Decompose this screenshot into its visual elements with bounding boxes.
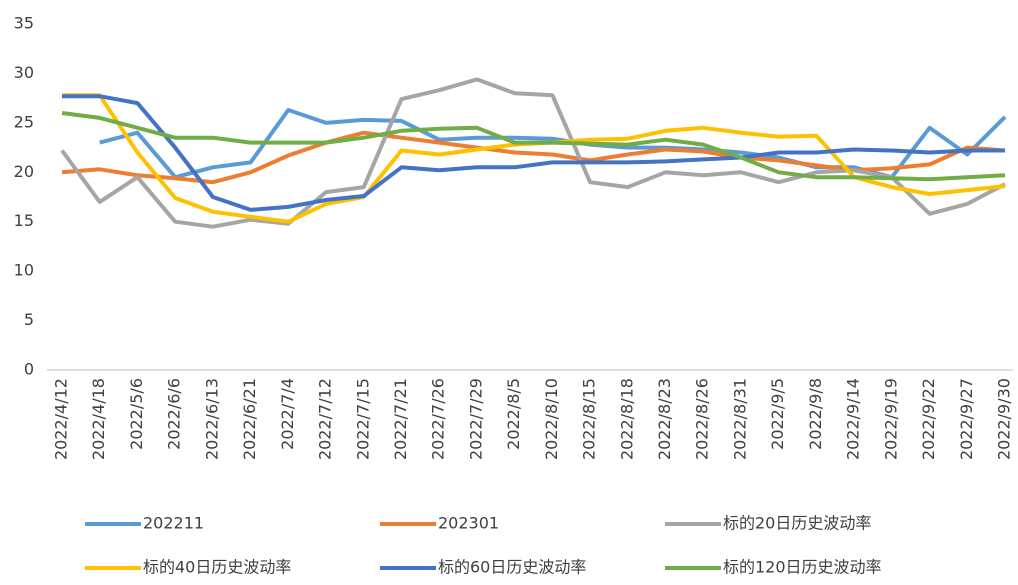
x-tick-label: 2022/8/15 xyxy=(580,378,599,460)
legend-label: 202211 xyxy=(143,514,204,533)
y-tick-label: 30 xyxy=(14,63,34,82)
y-tick-label: 35 xyxy=(14,14,34,33)
legend-label: 202301 xyxy=(438,514,499,533)
y-tick-label: 25 xyxy=(14,112,34,131)
x-tick-label: 2022/9/19 xyxy=(881,378,900,460)
x-tick-label: 2022/9/22 xyxy=(919,378,938,460)
x-tick-label: 2022/8/18 xyxy=(617,378,636,460)
series-line xyxy=(62,94,1005,212)
y-tick-label: 0 xyxy=(24,360,34,379)
legend-label: 标的120日历史波动率 xyxy=(723,558,882,577)
x-tick-label: 2022/8/23 xyxy=(655,378,674,460)
x-tick-label: 2022/4/18 xyxy=(89,378,108,460)
x-tick-label: 2022/8/5 xyxy=(504,378,523,450)
series-line xyxy=(62,93,1006,224)
y-tick-label: 10 xyxy=(14,261,34,280)
x-tick-label: 2022/7/4 xyxy=(278,378,297,450)
x-tick-label: 2022/9/8 xyxy=(806,378,825,450)
x-tick-label: 2022/7/26 xyxy=(429,378,448,460)
x-tick-label: 2022/7/12 xyxy=(316,378,335,460)
legend-label: 标的20日历史波动率 xyxy=(723,514,871,533)
x-tick-label: 2022/6/21 xyxy=(240,378,259,460)
x-tick-label: 2022/9/30 xyxy=(995,378,1014,460)
x-tick-label: 2022/6/13 xyxy=(202,378,221,460)
x-tick-label: 2022/9/5 xyxy=(768,378,787,450)
x-tick-label: 2022/8/31 xyxy=(730,378,749,460)
x-tick-label: 2022/8/10 xyxy=(542,378,561,460)
x-tick-label: 2022/7/29 xyxy=(466,378,485,460)
series-line xyxy=(99,108,1007,180)
x-tick-label: 2022/4/12 xyxy=(52,378,71,460)
series-line xyxy=(61,111,1006,182)
x-tick-label: 2022/9/27 xyxy=(957,378,976,460)
x-tick-label: 2022/7/15 xyxy=(353,378,372,460)
x-tick-label: 2022/6/6 xyxy=(165,378,184,450)
legend-label: 标的60日历史波动率 xyxy=(438,558,586,577)
y-tick-label: 15 xyxy=(14,211,34,230)
x-tick-label: 2022/5/6 xyxy=(127,378,146,450)
y-tick-label: 20 xyxy=(14,162,34,181)
y-tick-label: 5 xyxy=(24,310,34,329)
x-tick-label: 2022/8/26 xyxy=(693,378,712,460)
x-tick-label: 2022/9/14 xyxy=(844,378,863,460)
x-tick-label: 2022/7/21 xyxy=(391,378,410,460)
legend-label: 标的40日历史波动率 xyxy=(143,558,291,577)
